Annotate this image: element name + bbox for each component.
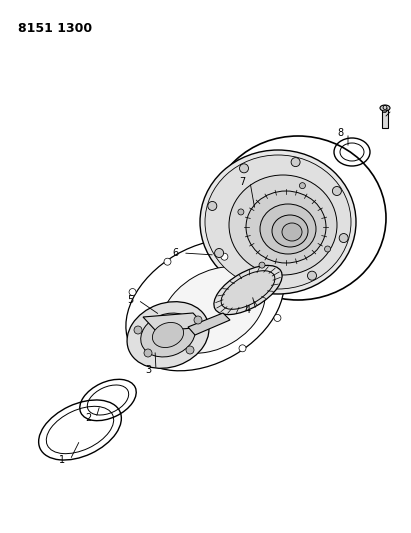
Polygon shape: [382, 108, 388, 128]
Circle shape: [144, 349, 152, 357]
Ellipse shape: [200, 150, 356, 294]
Circle shape: [134, 326, 142, 334]
Ellipse shape: [272, 215, 308, 247]
Circle shape: [307, 271, 316, 280]
Circle shape: [182, 350, 189, 357]
Circle shape: [194, 316, 202, 324]
Ellipse shape: [127, 302, 209, 368]
Circle shape: [266, 277, 273, 284]
Circle shape: [240, 164, 249, 173]
Text: 9: 9: [381, 105, 387, 115]
Circle shape: [339, 233, 348, 243]
Circle shape: [164, 258, 171, 265]
Ellipse shape: [161, 267, 265, 353]
Ellipse shape: [205, 155, 351, 289]
Text: 6: 6: [172, 248, 178, 258]
Ellipse shape: [229, 175, 337, 275]
Ellipse shape: [380, 105, 390, 111]
Text: 4: 4: [245, 305, 251, 315]
Ellipse shape: [141, 313, 195, 357]
Circle shape: [239, 345, 246, 352]
Circle shape: [186, 346, 194, 354]
Ellipse shape: [214, 265, 282, 314]
Text: 7: 7: [239, 177, 245, 187]
Circle shape: [238, 209, 244, 215]
Circle shape: [136, 327, 143, 334]
Text: 2: 2: [85, 413, 91, 423]
Circle shape: [215, 248, 224, 257]
Text: 1: 1: [59, 455, 65, 465]
Text: 5: 5: [127, 295, 133, 305]
Circle shape: [300, 183, 305, 189]
Circle shape: [332, 187, 342, 196]
Ellipse shape: [282, 223, 302, 241]
Circle shape: [208, 201, 217, 211]
Circle shape: [221, 253, 228, 260]
Text: 8: 8: [337, 128, 343, 138]
Ellipse shape: [152, 322, 184, 348]
Text: 8151 1300: 8151 1300: [18, 22, 92, 35]
Polygon shape: [143, 313, 206, 331]
Circle shape: [256, 277, 265, 286]
Circle shape: [259, 262, 265, 268]
Ellipse shape: [126, 239, 284, 371]
Polygon shape: [188, 313, 230, 335]
Circle shape: [129, 288, 136, 296]
Circle shape: [274, 314, 281, 321]
Text: 3: 3: [145, 365, 151, 375]
Ellipse shape: [260, 204, 316, 254]
Circle shape: [291, 158, 300, 167]
Circle shape: [325, 246, 330, 252]
Ellipse shape: [221, 271, 275, 309]
Ellipse shape: [246, 191, 326, 263]
